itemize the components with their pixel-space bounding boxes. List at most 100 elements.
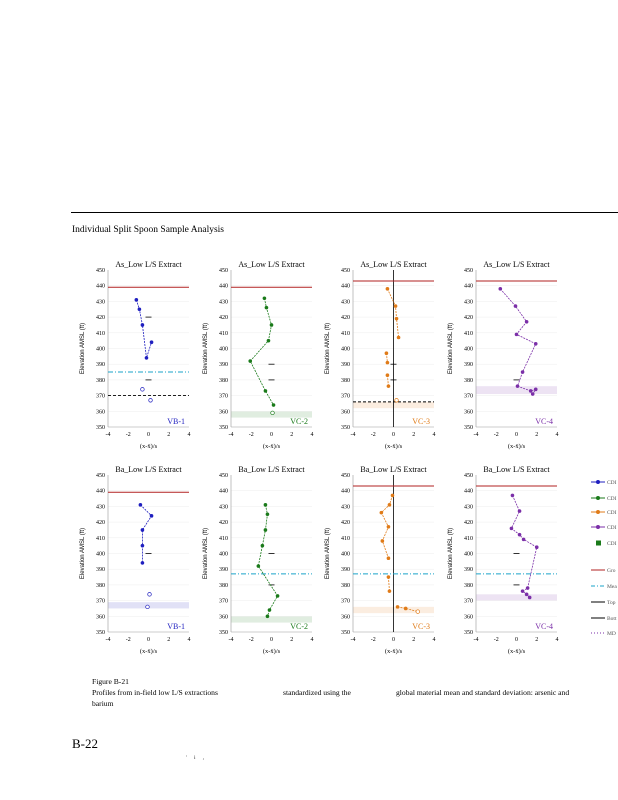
legend-item: CDI [591, 496, 617, 502]
x-tick-label: -4 [474, 432, 479, 438]
y-tick-label: 360 [341, 614, 350, 620]
caption-figure-number: Figure B-21 [92, 677, 129, 686]
series-line [510, 495, 538, 598]
chart-label: VB-1 [167, 622, 185, 631]
y-tick-label: 380 [219, 378, 228, 384]
chart-title: Ba_Low L/S Extract [115, 465, 182, 474]
data-point [269, 323, 274, 327]
y-tick-label: 420 [219, 315, 228, 321]
x-tick-label: -4 [229, 432, 234, 438]
y-tick-label: 450 [341, 268, 350, 274]
chart-panel: 350 360 370 380 390 400 410 420 430 440 450 -4 -2 0 2 4… [325, 260, 436, 450]
legend-item: CDI [591, 525, 617, 531]
data-point [514, 332, 519, 337]
data-point [265, 512, 270, 517]
y-tick-label: 430 [219, 504, 228, 510]
data-point [386, 384, 391, 388]
legend-label: CDI [607, 510, 617, 516]
data-point [534, 545, 539, 550]
legend-swatch-marker [596, 480, 600, 484]
series-line [388, 577, 390, 592]
data-point [520, 370, 525, 374]
x-tick-label: 2 [412, 432, 415, 438]
legend-swatch-marker [596, 496, 600, 500]
x-tick-label: -2 [249, 637, 254, 643]
y-tick-label: 370 [341, 394, 350, 400]
data-point [533, 341, 538, 346]
x-tick-label: -4 [106, 432, 111, 438]
y-tick-label: 420 [341, 315, 350, 321]
shaded-band [476, 594, 557, 601]
y-tick-label: 410 [464, 536, 473, 542]
x-tick-label: -4 [106, 637, 111, 643]
chart-title: Ba_Low L/S Extract [360, 465, 427, 474]
y-tick-label: 390 [96, 567, 105, 573]
y-tick-label: 380 [464, 378, 473, 384]
y-tick-label: 440 [219, 284, 228, 290]
data-point [386, 575, 391, 579]
y-tick-label: 370 [219, 599, 228, 605]
data-point [515, 384, 520, 388]
chart-title: As_Low L/S Extract [483, 260, 550, 269]
y-tick-label: 430 [96, 504, 105, 510]
data-point [271, 403, 276, 407]
y-tick-label: 450 [96, 473, 105, 479]
x-tick-label: -2 [494, 637, 499, 643]
y-tick-label: 380 [219, 583, 228, 589]
x-tick-label: 4 [311, 432, 314, 438]
chart-label: VC-4 [535, 622, 553, 631]
chart-panel: 350 360 370 380 390 400 410 420 430 440 450 -4 -2 0 2 4… [203, 465, 314, 655]
x-tick-label: 2 [290, 432, 293, 438]
y-axis-title: Elevation AMSL (ft) [325, 528, 331, 579]
data-point [396, 335, 401, 340]
series-line [249, 298, 274, 406]
y-axis-title: Elevation AMSL (ft) [448, 323, 454, 374]
chart-panel: 350 360 370 380 390 400 410 420 430 440 450 -4 -2 0 2 4… [325, 465, 436, 655]
y-tick-label: 360 [464, 614, 473, 620]
legend-item: MD [591, 631, 616, 637]
x-axis-title: (x-x̄)/s [263, 648, 281, 655]
shaded-band [231, 616, 312, 623]
data-point [520, 589, 525, 593]
y-tick-label: 350 [219, 630, 228, 636]
x-tick-label: 0 [515, 432, 518, 438]
data-point [134, 298, 139, 302]
data-point [263, 503, 268, 507]
y-tick-label: 410 [464, 331, 473, 337]
y-axis-title: Elevation AMSL (ft) [203, 323, 209, 374]
legend-item: CDI [591, 480, 617, 486]
series-line [140, 504, 153, 563]
legend-label: CDI [607, 496, 617, 502]
x-tick-label: -2 [249, 432, 254, 438]
x-tick-label: 2 [167, 637, 170, 643]
data-point [387, 589, 392, 593]
y-tick-label: 350 [341, 630, 350, 636]
data-point [521, 537, 526, 542]
x-tick-label: 4 [556, 432, 559, 438]
data-point [510, 493, 515, 498]
y-tick-label: 400 [96, 552, 105, 558]
y-tick-label: 400 [464, 347, 473, 353]
open-data-point [415, 609, 420, 614]
x-tick-label: 4 [311, 637, 314, 643]
x-tick-label: 0 [515, 637, 518, 643]
y-tick-label: 450 [219, 268, 228, 274]
y-tick-label: 350 [341, 425, 350, 431]
legend-swatch-marker [596, 510, 600, 514]
y-tick-label: 410 [219, 536, 228, 542]
section-rule [71, 212, 618, 213]
figure-caption: Figure B-21 Profiles from in-field low L… [92, 676, 569, 709]
chart-panel: 350 360 370 380 390 400 410 420 430 440 450 -4 -2 0 2 4… [448, 465, 559, 655]
y-tick-label: 450 [341, 473, 350, 479]
series-line [387, 375, 389, 387]
caption-part-d: barium [92, 699, 114, 708]
legend-item: Bott [591, 616, 617, 622]
y-tick-label: 390 [464, 362, 473, 368]
data-point [248, 359, 253, 363]
y-tick-label: 370 [464, 599, 473, 605]
x-tick-label: 2 [535, 637, 538, 643]
legend-label: CDI [607, 525, 617, 531]
x-axis-title: (x-x̄)/s [263, 443, 281, 450]
y-tick-label: 390 [219, 362, 228, 368]
